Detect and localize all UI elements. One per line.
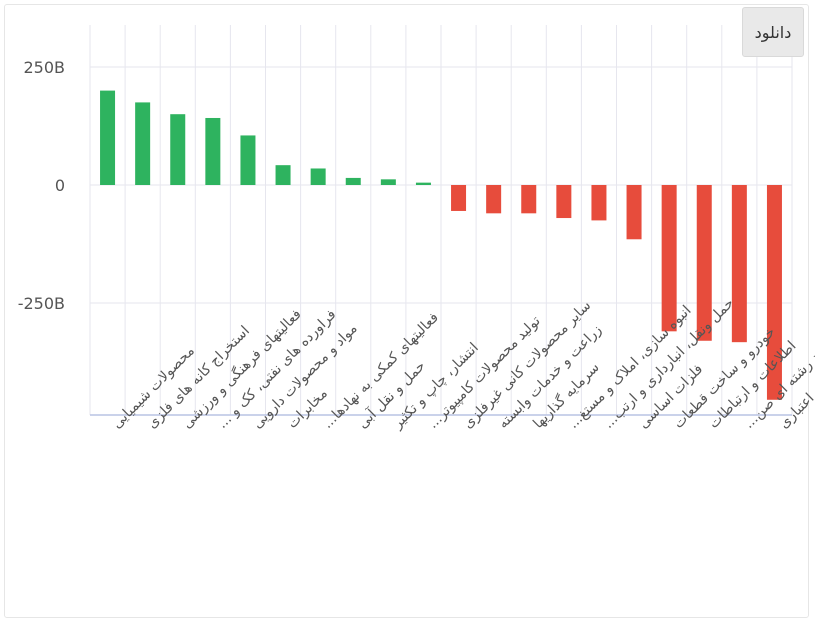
- bar: [521, 185, 537, 214]
- bar: [275, 165, 291, 185]
- bar: [486, 185, 502, 214]
- bar: [626, 185, 642, 240]
- bar: [100, 90, 116, 185]
- bar: [696, 185, 712, 341]
- bar: [345, 177, 361, 185]
- bar: [591, 185, 607, 221]
- y-tick-label: 250B: [23, 58, 65, 77]
- bar: [415, 182, 431, 185]
- bar: [170, 114, 186, 185]
- y-axis-ticks: 250B 0 -250B: [18, 58, 65, 313]
- grid-layer: [89, 25, 793, 416]
- bar: [766, 185, 782, 400]
- bar: [240, 135, 256, 185]
- y-tick-label: 0: [55, 176, 65, 195]
- bar: [205, 117, 221, 185]
- bar: [451, 185, 467, 211]
- y-tick-label: -250B: [18, 294, 65, 313]
- bar: [731, 185, 747, 343]
- bar: [135, 102, 151, 185]
- bars-layer: [100, 90, 782, 400]
- bar: [380, 179, 396, 185]
- bar: [661, 185, 677, 332]
- bar: [310, 168, 326, 185]
- bar: [556, 185, 572, 219]
- download-button[interactable]: دانلود: [742, 7, 804, 57]
